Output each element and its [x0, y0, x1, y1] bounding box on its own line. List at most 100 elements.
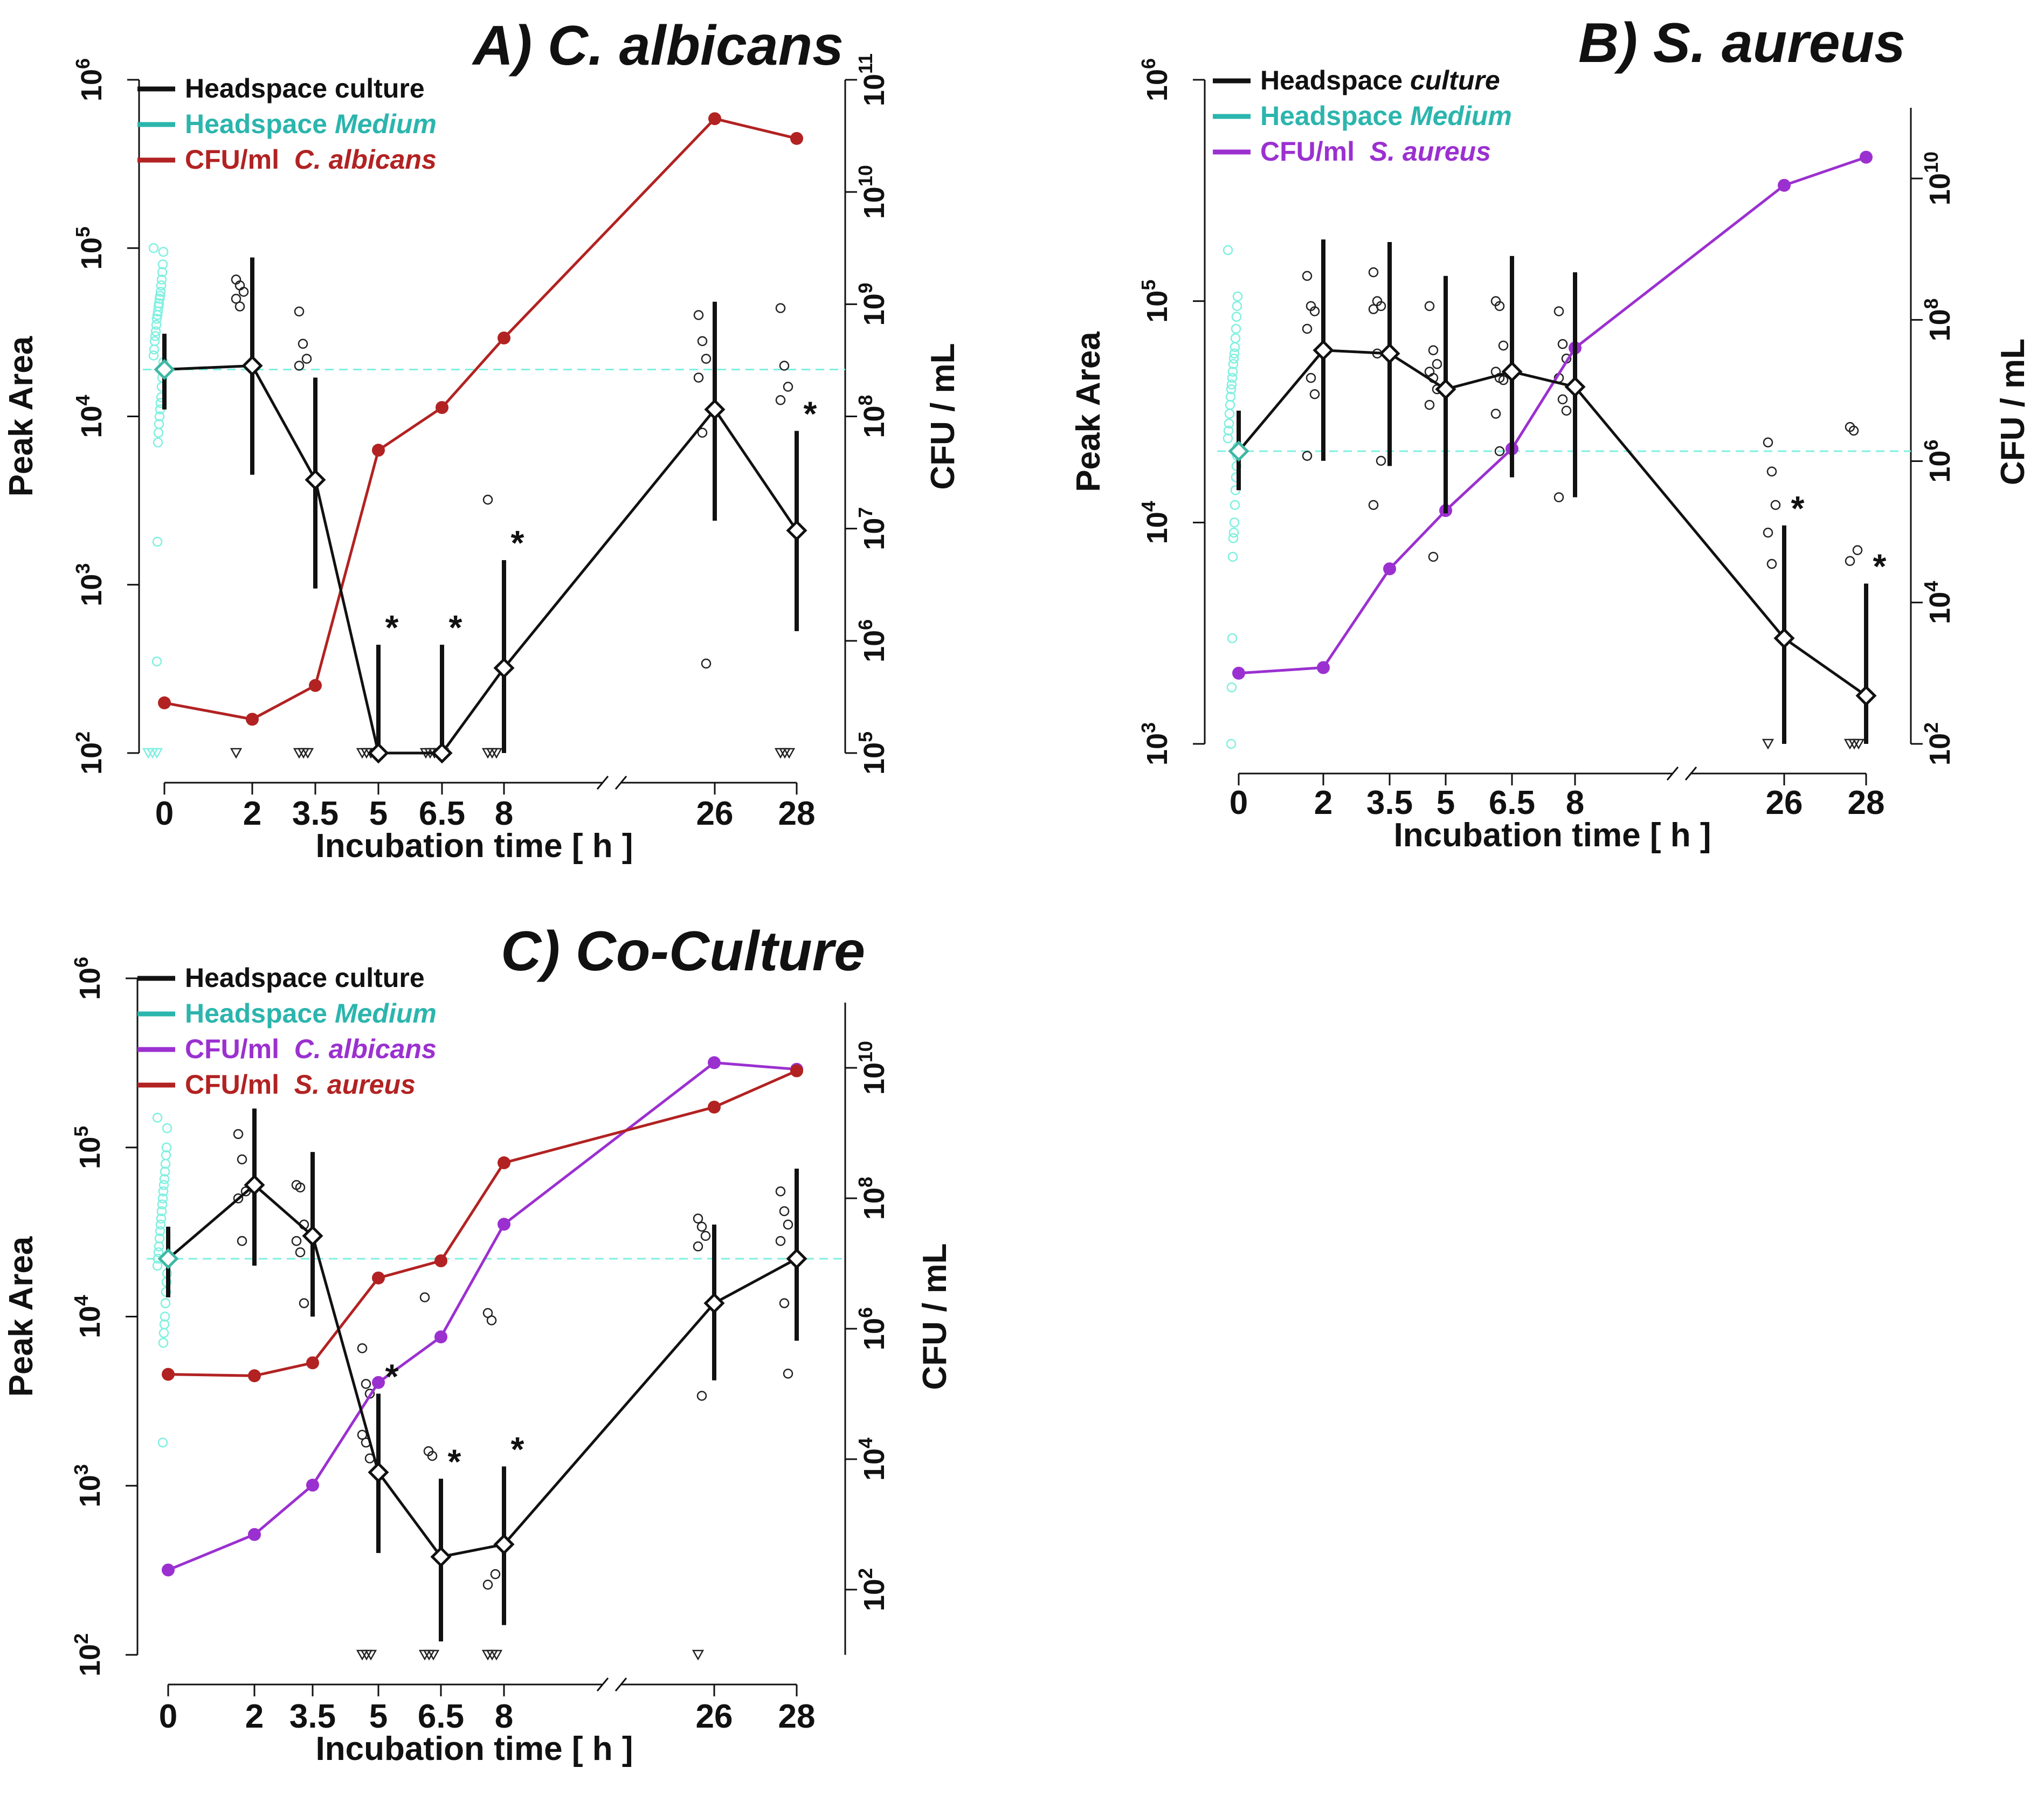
medium-data-point	[151, 656, 162, 667]
culture-data-point	[241, 355, 263, 377]
medium-data-point	[157, 1199, 168, 1210]
culture-data-point	[1773, 627, 1795, 649]
tick-exponent: 4	[854, 1438, 876, 1448]
x-axis-title: Incubation time [ h ]	[316, 827, 633, 865]
tick-exponent: 6	[1920, 440, 1942, 451]
culture-raw-point	[291, 1235, 302, 1246]
culture-data-point	[786, 1248, 807, 1269]
left-tick-label: 104	[1137, 501, 1173, 544]
medium-data-point	[1230, 500, 1240, 510]
left-tick-label: 102	[72, 731, 108, 775]
legend-label: CFU/ml S. aureus	[185, 1069, 416, 1100]
cfu-data-point	[1383, 562, 1396, 576]
cfu-data-point	[434, 1254, 447, 1267]
medium-data-point	[1228, 354, 1239, 364]
culture-raw-point	[490, 1569, 501, 1579]
x-tick-label: 2	[1314, 784, 1332, 821]
culture-raw-point	[1368, 267, 1379, 278]
medium-data-point	[161, 1142, 172, 1152]
legend-text: Headspace culture	[185, 963, 425, 993]
culture-raw-point	[295, 1247, 306, 1258]
legend-label: Headspace culture	[185, 73, 425, 103]
medium-data-point	[1224, 418, 1234, 429]
tick-base: 10	[858, 1318, 890, 1350]
cfu-data-point	[790, 1064, 803, 1078]
medium-data-point	[153, 427, 164, 438]
medium-data-point	[1227, 633, 1238, 644]
culture-data-point	[1435, 378, 1456, 400]
cfu-data-point	[372, 444, 385, 457]
culture-raw-point	[1490, 409, 1501, 419]
culture-raw-point	[357, 1430, 368, 1440]
culture-raw-point	[1766, 558, 1777, 569]
significance-star: *	[385, 1357, 399, 1396]
medium-data-point	[1230, 333, 1241, 343]
tick-exponent: 5	[70, 1126, 92, 1137]
cfu-data-point	[708, 1100, 721, 1114]
culture-raw-point	[783, 1219, 793, 1230]
tick-base: 10	[74, 968, 106, 1000]
legend-text: CFU/ml	[185, 1069, 294, 1100]
medium-data-point	[151, 314, 162, 324]
left-tick-label: 103	[1137, 722, 1173, 765]
legend-label: Headspace Medium	[185, 998, 437, 1028]
cfu-data-point	[309, 679, 322, 692]
tick-exponent: 2	[1920, 722, 1942, 733]
tick-exponent: 6	[854, 1307, 876, 1318]
right-tick-label: 102	[1920, 722, 1956, 765]
tick-base: 10	[1141, 69, 1173, 101]
x-axis-break-mark	[596, 776, 609, 790]
legend-italic-text: Medium	[335, 998, 437, 1028]
culture-raw-point	[1770, 500, 1781, 510]
below-detection-marker	[490, 748, 503, 759]
tick-exponent: 7	[854, 507, 876, 518]
x-tick-label: 28	[778, 795, 816, 832]
medium-data-point	[156, 274, 167, 285]
culture-raw-point	[696, 1221, 707, 1232]
medium-data-point	[152, 536, 163, 547]
medium-data-point	[1227, 367, 1238, 377]
culture-raw-point	[1848, 425, 1859, 436]
medium-data-point	[1227, 372, 1238, 383]
right-tick-label: 107	[854, 507, 890, 550]
x-tick-label: 28	[778, 1698, 816, 1735]
culture-raw-point	[1306, 372, 1316, 383]
tick-base: 10	[858, 187, 890, 219]
right-tick-label: 1011	[854, 53, 890, 106]
legend-text: Headspace culture	[185, 73, 425, 103]
medium-data-point	[153, 306, 163, 317]
medium-data-point	[162, 1123, 172, 1134]
significance-star: *	[1791, 489, 1805, 528]
cfu-data-point	[306, 1356, 319, 1370]
culture-raw-point	[361, 1379, 371, 1389]
significance-star: *	[511, 523, 524, 562]
x-tick-label: 5	[1437, 784, 1455, 821]
culture-raw-point	[419, 1292, 430, 1303]
medium-data-point	[160, 1298, 171, 1308]
culture-raw-point	[1302, 451, 1313, 461]
tick-base: 10	[75, 405, 108, 438]
tick-base: 10	[75, 574, 108, 606]
below-detection-marker	[364, 1649, 377, 1661]
culture-data-point	[157, 1248, 179, 1269]
cfu-data-point	[306, 1479, 319, 1492]
below-detection-marker	[427, 1649, 440, 1661]
culture-data-point	[1564, 376, 1586, 398]
medium-data-point	[156, 1213, 167, 1224]
tick-base: 10	[74, 1475, 106, 1507]
medium-data-point	[1226, 379, 1237, 390]
culture-raw-point	[693, 1213, 703, 1224]
right-tick-label: 109	[854, 282, 890, 326]
right-tick-label: 102	[854, 1568, 890, 1611]
culture-raw-point	[299, 1298, 309, 1308]
y-axis-left-title: Peak Area	[1070, 332, 1107, 492]
tick-exponent: 4	[72, 395, 94, 405]
culture-raw-point	[696, 1391, 707, 1401]
culture-data-point	[1379, 343, 1400, 364]
medium-data-point	[1231, 323, 1241, 334]
culture-data-point	[1228, 440, 1249, 462]
significance-star: *	[385, 608, 399, 647]
cfu-data-point	[372, 1271, 385, 1285]
tick-base: 10	[75, 237, 108, 270]
